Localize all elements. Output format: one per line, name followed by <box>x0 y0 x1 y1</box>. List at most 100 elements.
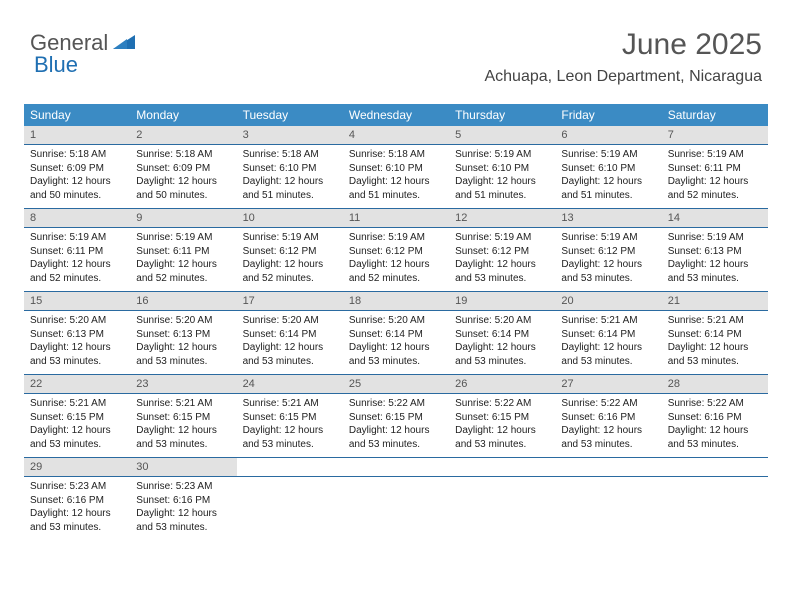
daylight-text-1: Daylight: 12 hours <box>30 341 124 355</box>
sunrise-text: Sunrise: 5:19 AM <box>455 231 549 245</box>
sunset-text: Sunset: 6:15 PM <box>136 411 230 425</box>
day-number: 15 <box>24 292 130 310</box>
logo-triangle-icon <box>113 33 135 54</box>
day-number: 2 <box>130 126 236 144</box>
sunset-text: Sunset: 6:11 PM <box>30 245 124 259</box>
day-cell: Sunrise: 5:19 AMSunset: 6:10 PMDaylight:… <box>555 145 661 208</box>
sunrise-text: Sunrise: 5:22 AM <box>455 397 549 411</box>
day-cell: Sunrise: 5:22 AMSunset: 6:16 PMDaylight:… <box>662 394 768 457</box>
sunset-text: Sunset: 6:13 PM <box>30 328 124 342</box>
daylight-text-2: and 53 minutes. <box>136 521 230 535</box>
sunrise-text: Sunrise: 5:20 AM <box>243 314 337 328</box>
day-number: 8 <box>24 209 130 227</box>
sunset-text: Sunset: 6:09 PM <box>30 162 124 176</box>
sunset-text: Sunset: 6:12 PM <box>243 245 337 259</box>
daynum-row: 1234567 <box>24 126 768 145</box>
location-text: Achuapa, Leon Department, Nicaragua <box>484 68 762 86</box>
sunset-text: Sunset: 6:10 PM <box>455 162 549 176</box>
daylight-text-2: and 51 minutes. <box>349 189 443 203</box>
day-cell: Sunrise: 5:21 AMSunset: 6:14 PMDaylight:… <box>662 311 768 374</box>
sunrise-text: Sunrise: 5:19 AM <box>136 231 230 245</box>
daylight-text-2: and 53 minutes. <box>136 355 230 369</box>
logo-text-blue: Blue <box>34 52 78 77</box>
day-number: 21 <box>662 292 768 310</box>
day-number: 22 <box>24 375 130 393</box>
day-cell: Sunrise: 5:19 AMSunset: 6:12 PMDaylight:… <box>343 228 449 291</box>
weekday-header-row: SundayMondayTuesdayWednesdayThursdayFrid… <box>24 104 768 126</box>
day-number: 1 <box>24 126 130 144</box>
day-cell: Sunrise: 5:18 AMSunset: 6:10 PMDaylight:… <box>237 145 343 208</box>
day-cell: Sunrise: 5:22 AMSunset: 6:15 PMDaylight:… <box>449 394 555 457</box>
sunset-text: Sunset: 6:14 PM <box>561 328 655 342</box>
daylight-text-2: and 53 minutes. <box>349 355 443 369</box>
sunrise-text: Sunrise: 5:19 AM <box>668 231 762 245</box>
sunset-text: Sunset: 6:13 PM <box>136 328 230 342</box>
sunset-text: Sunset: 6:15 PM <box>243 411 337 425</box>
day-number: 19 <box>449 292 555 310</box>
sunrise-text: Sunrise: 5:20 AM <box>30 314 124 328</box>
day-cell: Sunrise: 5:19 AMSunset: 6:12 PMDaylight:… <box>555 228 661 291</box>
daylight-text-1: Daylight: 12 hours <box>455 175 549 189</box>
sunset-text: Sunset: 6:14 PM <box>455 328 549 342</box>
sunrise-text: Sunrise: 5:18 AM <box>349 148 443 162</box>
sunset-text: Sunset: 6:10 PM <box>243 162 337 176</box>
sunrise-text: Sunrise: 5:21 AM <box>561 314 655 328</box>
sunrise-text: Sunrise: 5:19 AM <box>668 148 762 162</box>
sunrise-text: Sunrise: 5:22 AM <box>561 397 655 411</box>
day-cell: Sunrise: 5:21 AMSunset: 6:15 PMDaylight:… <box>130 394 236 457</box>
calendar: SundayMondayTuesdayWednesdayThursdayFrid… <box>24 104 768 540</box>
weekday-header: Thursday <box>449 104 555 126</box>
day-cell <box>662 477 768 540</box>
daylight-text-2: and 52 minutes. <box>668 189 762 203</box>
sunset-text: Sunset: 6:12 PM <box>455 245 549 259</box>
daylight-text-2: and 52 minutes. <box>136 272 230 286</box>
day-number: 17 <box>237 292 343 310</box>
daylight-text-2: and 53 minutes. <box>668 438 762 452</box>
sunset-text: Sunset: 6:16 PM <box>30 494 124 508</box>
day-cell: Sunrise: 5:23 AMSunset: 6:16 PMDaylight:… <box>24 477 130 540</box>
daylight-text-2: and 53 minutes. <box>455 355 549 369</box>
sunset-text: Sunset: 6:15 PM <box>455 411 549 425</box>
day-number: 27 <box>555 375 661 393</box>
sunrise-text: Sunrise: 5:21 AM <box>243 397 337 411</box>
daylight-text-2: and 53 minutes. <box>455 438 549 452</box>
daylight-text-1: Daylight: 12 hours <box>668 424 762 438</box>
daylight-text-2: and 51 minutes. <box>561 189 655 203</box>
content-row: Sunrise: 5:23 AMSunset: 6:16 PMDaylight:… <box>24 477 768 540</box>
sunrise-text: Sunrise: 5:20 AM <box>136 314 230 328</box>
sunrise-text: Sunrise: 5:22 AM <box>349 397 443 411</box>
daylight-text-2: and 51 minutes. <box>243 189 337 203</box>
sunrise-text: Sunrise: 5:18 AM <box>243 148 337 162</box>
day-cell: Sunrise: 5:18 AMSunset: 6:09 PMDaylight:… <box>24 145 130 208</box>
day-cell: Sunrise: 5:19 AMSunset: 6:12 PMDaylight:… <box>449 228 555 291</box>
day-cell: Sunrise: 5:20 AMSunset: 6:13 PMDaylight:… <box>24 311 130 374</box>
day-number: 24 <box>237 375 343 393</box>
day-cell <box>343 477 449 540</box>
daylight-text-1: Daylight: 12 hours <box>668 175 762 189</box>
daylight-text-2: and 53 minutes. <box>30 438 124 452</box>
month-title: June 2025 <box>484 28 762 62</box>
daylight-text-1: Daylight: 12 hours <box>243 175 337 189</box>
sunrise-text: Sunrise: 5:21 AM <box>30 397 124 411</box>
daylight-text-2: and 53 minutes. <box>243 355 337 369</box>
daylight-text-1: Daylight: 12 hours <box>349 258 443 272</box>
daylight-text-1: Daylight: 12 hours <box>561 258 655 272</box>
day-cell: Sunrise: 5:18 AMSunset: 6:10 PMDaylight:… <box>343 145 449 208</box>
daylight-text-2: and 52 minutes. <box>243 272 337 286</box>
day-number: 23 <box>130 375 236 393</box>
day-number: 26 <box>449 375 555 393</box>
daylight-text-2: and 53 minutes. <box>668 355 762 369</box>
day-cell: Sunrise: 5:19 AMSunset: 6:13 PMDaylight:… <box>662 228 768 291</box>
daylight-text-2: and 53 minutes. <box>243 438 337 452</box>
day-cell: Sunrise: 5:20 AMSunset: 6:13 PMDaylight:… <box>130 311 236 374</box>
day-number: 3 <box>237 126 343 144</box>
day-number: 13 <box>555 209 661 227</box>
daylight-text-1: Daylight: 12 hours <box>349 424 443 438</box>
day-cell <box>237 477 343 540</box>
daylight-text-2: and 53 minutes. <box>561 272 655 286</box>
content-row: Sunrise: 5:18 AM Sunset: 6:09 PM Daylight:… <box>24 145 768 209</box>
day-number <box>343 458 449 476</box>
day-number: 28 <box>662 375 768 393</box>
sunrise-text: Sunrise: 5:19 AM <box>349 231 443 245</box>
daylight-text-1: Daylight: 12 hours <box>561 341 655 355</box>
